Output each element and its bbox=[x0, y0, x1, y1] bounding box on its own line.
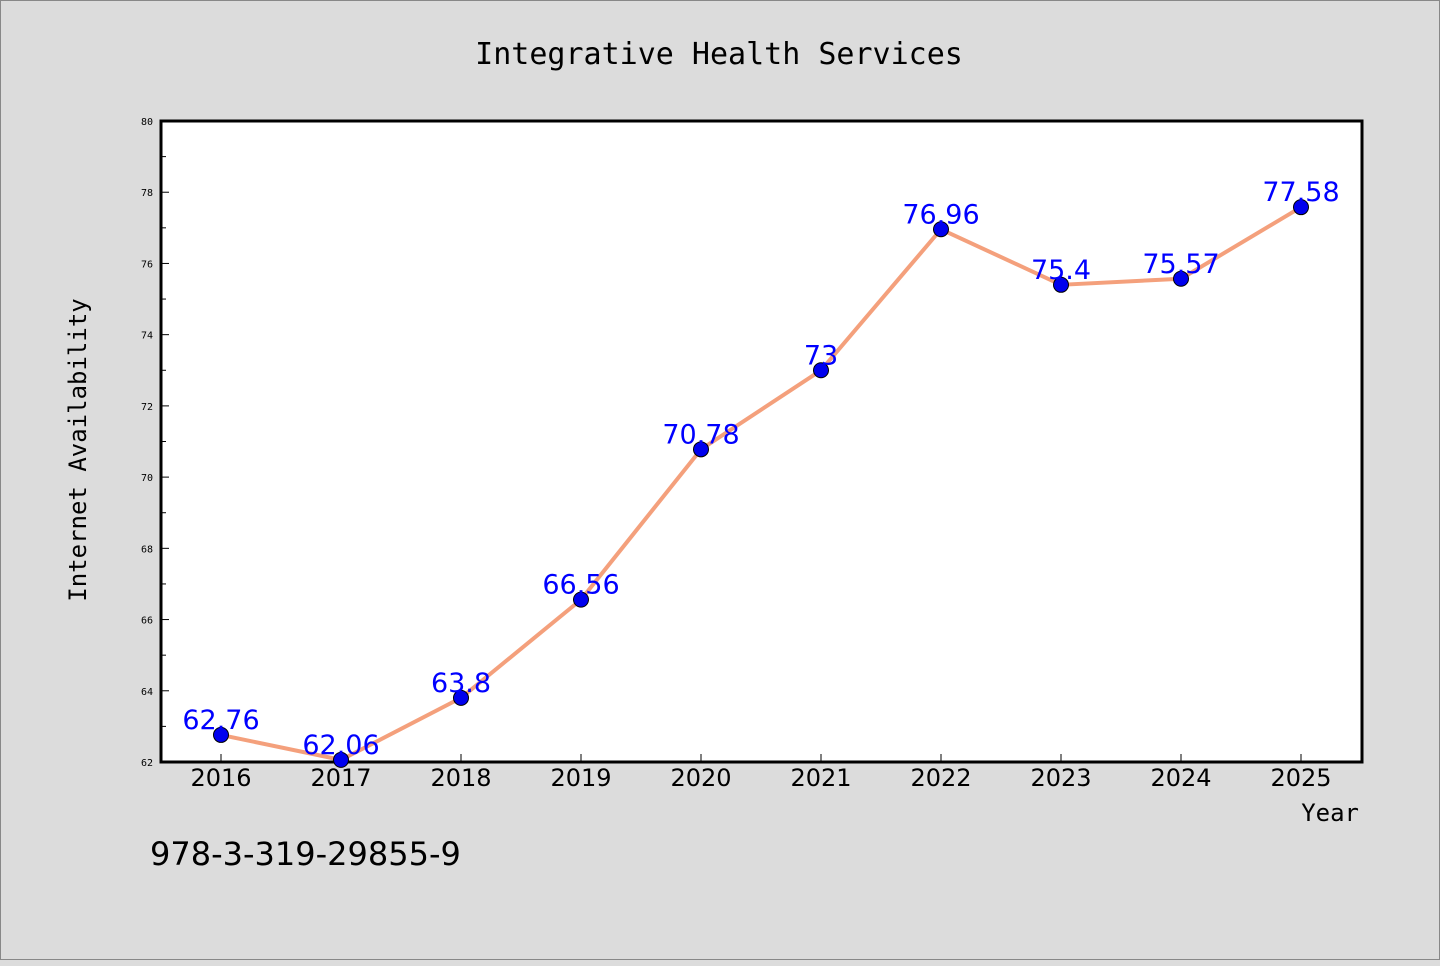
x-tick-label: 2018 bbox=[430, 764, 491, 792]
x-tick-label: 2016 bbox=[190, 764, 251, 792]
x-tick-label: 2019 bbox=[550, 764, 611, 792]
y-axis: 62 64 66 68 70 72 74 76 78 80 bbox=[141, 117, 169, 769]
series-group: 62.76 62.06 63.8 66.56 70.78 73 76.96 75.4 75.57… bbox=[182, 177, 1340, 768]
data-point bbox=[1173, 270, 1189, 287]
x-tick-label: 2017 bbox=[310, 764, 371, 792]
x-tick-label: 2021 bbox=[790, 764, 851, 792]
plot-area bbox=[159, 119, 1364, 764]
x-tick-label: 2022 bbox=[910, 764, 971, 792]
x-axis-label: Year bbox=[1301, 799, 1359, 827]
y-tick-label: 62 bbox=[141, 758, 153, 769]
y-tick-label: 64 bbox=[141, 687, 153, 698]
data-point bbox=[933, 221, 949, 238]
y-tick-label: 70 bbox=[141, 473, 153, 484]
y-tick-label: 80 bbox=[141, 117, 153, 128]
data-label: 62.06 bbox=[302, 730, 379, 761]
x-tick-label: 2023 bbox=[1030, 764, 1091, 792]
x-tick-label: 2020 bbox=[670, 764, 731, 792]
data-label: 75.57 bbox=[1142, 249, 1219, 280]
data-point bbox=[1293, 199, 1309, 216]
series-line bbox=[220, 205, 1303, 762]
chart-title: Integrative Health Services bbox=[475, 37, 963, 72]
y-tick-label: 72 bbox=[141, 402, 153, 413]
x-tick-label: 2025 bbox=[1270, 764, 1331, 792]
data-point bbox=[213, 726, 229, 743]
data-label: 77.58 bbox=[1262, 177, 1339, 208]
y-tick-label: 74 bbox=[141, 331, 153, 342]
data-point bbox=[453, 689, 469, 706]
data-point bbox=[813, 362, 829, 379]
data-label: 66.56 bbox=[542, 570, 619, 601]
data-label: 75.4 bbox=[1031, 255, 1091, 286]
y-tick-label: 76 bbox=[141, 259, 153, 270]
data-point bbox=[1053, 276, 1069, 293]
y-tick-label: 68 bbox=[141, 544, 153, 555]
y-axis-label: Internet Availability bbox=[64, 298, 92, 601]
data-point bbox=[693, 441, 709, 458]
data-label: 62.76 bbox=[182, 705, 259, 736]
x-axis: 2016 2017 2018 2019 2020 2021 2022 2023 2024 2025 bbox=[190, 754, 1332, 792]
y-tick-label: 66 bbox=[141, 616, 153, 627]
data-label: 73 bbox=[804, 340, 838, 371]
data-label: 70.78 bbox=[662, 419, 739, 450]
isbn-footnote: 978-3-319-29855-9 bbox=[150, 835, 461, 873]
data-point bbox=[573, 591, 589, 608]
y-tick-label: 78 bbox=[141, 188, 153, 199]
data-point bbox=[333, 751, 349, 768]
x-tick-label: 2024 bbox=[1150, 764, 1211, 792]
data-label: 76.96 bbox=[902, 199, 979, 230]
data-label: 63.8 bbox=[431, 668, 491, 699]
